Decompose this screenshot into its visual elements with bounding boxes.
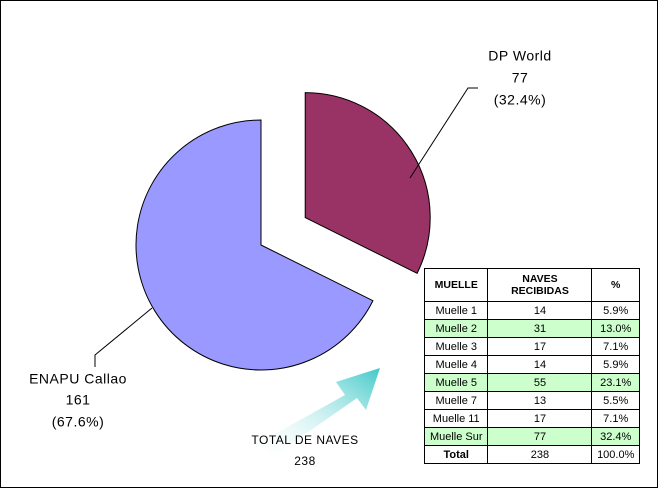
table-cell: 5.9% (591, 355, 640, 374)
table-row: Muelle 11 17 7.1% (423, 409, 640, 428)
table-cell: Muelle 5 (423, 373, 489, 392)
data-table: MUELLE NAVES RECIBIDAS% Muelle 1 14 5.9% Muel… (423, 268, 640, 464)
table-cell: 17 (487, 337, 593, 356)
table-cell: 14 (487, 301, 593, 320)
table-cell: Muelle 4 (423, 355, 489, 374)
slice-percent: (67.6%) (52, 414, 105, 430)
annotation-title: TOTAL DE NAVES (251, 433, 358, 447)
table-row: Muelle 7 13 5.5% (423, 391, 640, 410)
table-cell: Muelle 3 (423, 337, 489, 356)
total-row: Total 238 100.0% (423, 445, 640, 464)
table-cell: 13 (487, 391, 593, 410)
slice-value: 77 (512, 70, 529, 86)
leader-line (409, 87, 478, 179)
table-cell: 7.1% (591, 409, 640, 428)
table-cell: 7.1% (591, 337, 640, 356)
table-row: Muelle 4 14 5.9% (423, 355, 640, 374)
table-row: Muelle 2 31 13.0% (423, 319, 640, 338)
pie-slice (135, 119, 374, 371)
header-cell: NAVES RECIBIDAS (487, 268, 593, 302)
table-cell: 23.1% (591, 373, 640, 392)
table-cell: Muelle 7 (423, 391, 489, 410)
table-row: Muelle 5 55 23.1% (423, 373, 640, 392)
table-cell: 100.0% (591, 445, 640, 464)
table-cell: 238 (487, 445, 593, 464)
table-cell: Muelle 11 (423, 409, 489, 428)
arrow (255, 368, 380, 460)
table-row: Muelle Sur 77 32.4% (423, 427, 640, 446)
table-cell: 13.0% (591, 319, 640, 338)
header-row: MUELLE NAVES RECIBIDAS% (423, 268, 640, 302)
annotation-value: 238 (294, 454, 316, 468)
table-cell: Muelle 2 (423, 319, 489, 338)
slice-label: ENAPU Callao (29, 371, 127, 387)
table-cell: 5.9% (591, 301, 640, 320)
table-cell: 77 (487, 427, 593, 446)
header-cell: % (591, 268, 640, 302)
table-cell: Muelle 1 (423, 301, 489, 320)
table-cell: 5.5% (591, 391, 640, 410)
slice-value: 161 (66, 392, 91, 408)
slice-label: DP World (488, 48, 551, 64)
table-cell: 17 (487, 409, 593, 428)
table-cell: 14 (487, 355, 593, 374)
table-cell: 32.4% (591, 427, 640, 446)
table-cell: Total (423, 445, 489, 464)
pie-slice (304, 92, 431, 275)
table-cell: Muelle Sur (423, 427, 489, 446)
slice-percent: (32.4%) (494, 92, 547, 108)
table-row: Muelle 3 17 7.1% (423, 337, 640, 356)
leader-line (94, 307, 153, 367)
header-cell: MUELLE (423, 268, 489, 302)
table-cell: 55 (487, 373, 593, 392)
table-row: Muelle 1 14 5.9% (423, 301, 640, 320)
table-cell: 31 (487, 319, 593, 338)
